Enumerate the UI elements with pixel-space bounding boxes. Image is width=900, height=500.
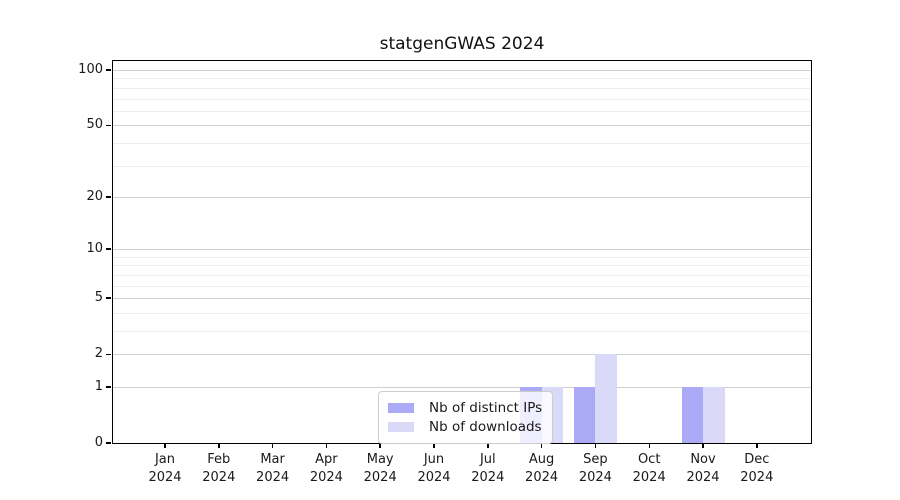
legend-label-distinct-ips: Nb of distinct IPs (429, 399, 543, 416)
gridline-minor-y-90 (113, 78, 811, 80)
x-tick-feb (218, 443, 220, 448)
legend-swatch-distinct-ips (388, 402, 414, 413)
gridline-minor-y-70 (113, 98, 811, 100)
y-tick-label-0: 0 (94, 435, 103, 451)
gridline-minor-y-6 (113, 285, 811, 287)
x-tick-label-may: May 2024 (348, 451, 412, 486)
legend-label-downloads: Nb of downloads (429, 418, 542, 435)
bar-sep-distinct-ips (573, 387, 596, 443)
y-tick-100 (106, 69, 111, 71)
gridline-major-y-50 (113, 125, 811, 127)
legend-item-downloads: Nb of downloads (388, 417, 542, 436)
gridline-minor-y-7 (113, 274, 811, 276)
legend-swatch-downloads (388, 421, 414, 432)
legend-item-distinct-ips: Nb of distinct IPs (388, 398, 542, 417)
y-tick-0 (106, 442, 111, 444)
x-tick-label-oct: Oct 2024 (617, 451, 681, 486)
plot-area: Nb of distinct IPs Nb of downloads 0 1 2 5 1… (78, 60, 812, 485)
x-label-month: Aug (528, 452, 555, 467)
legend: Nb of distinct IPs Nb of downloads (378, 391, 554, 444)
y-tick-2 (106, 353, 111, 355)
x-tick-aug (540, 443, 543, 448)
y-tick-label-2: 2 (94, 346, 103, 362)
x-tick-label-aug: Aug 2024 (510, 451, 574, 486)
gridline-minor-y-30 (113, 165, 811, 167)
x-label-month: Apr (315, 452, 338, 467)
x-tick-may (379, 443, 381, 448)
y-tick-20 (106, 196, 111, 198)
gridline-minor-y-3 (113, 331, 811, 332)
gridline-minor-y-60 (113, 110, 811, 112)
y-tick-10 (106, 248, 111, 250)
x-label-month: Jun (423, 452, 445, 467)
x-label-month: Nov (690, 452, 716, 467)
x-tick-nov (702, 443, 704, 448)
x-tick-mar (271, 443, 274, 448)
x-label-month: Feb (207, 452, 231, 467)
x-tick-dec (756, 443, 758, 448)
x-tick-label-sep: Sep 2024 (563, 451, 627, 486)
x-label-year: 2024 (256, 469, 290, 485)
x-tick-label-apr: Apr 2024 (294, 451, 358, 486)
gridline-major-y-1 (113, 387, 811, 388)
x-label-month: Sep (583, 452, 608, 467)
y-tick-label-10: 10 (86, 241, 103, 257)
x-label-year: 2024 (471, 469, 505, 485)
y-tick-5 (106, 297, 111, 299)
x-tick-jul (487, 443, 489, 448)
gridline-major-y-10 (113, 249, 811, 251)
gridline-minor-y-8 (113, 265, 811, 267)
x-label-month: Mar (260, 452, 285, 467)
bar-sep-downloads (595, 354, 617, 443)
gridline-major-y-5 (113, 298, 811, 300)
gridline-major-y-20 (113, 196, 811, 198)
y-tick-50 (106, 124, 111, 126)
gridline-minor-y-80 (113, 87, 811, 89)
y-tick-label-100: 100 (78, 62, 103, 78)
x-label-year: 2024 (578, 469, 612, 485)
y-tick-1 (106, 386, 111, 388)
x-label-month: Jan (154, 452, 176, 467)
x-tick-jun (433, 443, 435, 448)
x-tick-label-jul: Jul 2024 (456, 451, 520, 486)
y-tick-label-20: 20 (86, 189, 103, 205)
gridline-minor-y-4 (113, 312, 811, 314)
chart-title: statgenGWAS 2024 (379, 34, 545, 54)
gridline-minor-y-9 (113, 256, 811, 258)
x-label-year: 2024 (202, 469, 236, 485)
x-tick-jan (164, 443, 166, 448)
x-label-month: Jul (479, 452, 496, 467)
x-label-year: 2024 (148, 469, 182, 485)
x-label-month: Dec (744, 452, 770, 467)
gridline-major-y-100 (113, 70, 811, 71)
x-tick-label-mar: Mar 2024 (241, 451, 305, 486)
x-tick-label-jun: Jun 2024 (402, 451, 466, 486)
x-tick-label-feb: Feb 2024 (187, 451, 251, 486)
x-label-year: 2024 (632, 469, 666, 485)
x-tick-apr (325, 443, 328, 448)
y-tick-label-1: 1 (94, 379, 103, 395)
x-label-year: 2024 (417, 469, 451, 485)
bar-nov-distinct-ips (681, 387, 703, 443)
y-tick-label-50: 50 (86, 117, 103, 133)
x-tick-label-nov: Nov 2024 (671, 451, 735, 486)
x-label-year: 2024 (309, 469, 343, 485)
x-label-year: 2024 (686, 469, 720, 485)
x-tick-sep (594, 443, 597, 448)
gridline-minor-y-40 (113, 142, 811, 144)
x-label-year: 2024 (740, 469, 774, 485)
x-label-month: May (366, 452, 394, 467)
x-label-year: 2024 (363, 469, 397, 485)
x-label-month: Oct (637, 452, 661, 467)
x-tick-label-jan: Jan 2024 (133, 451, 197, 486)
x-tick-oct (648, 443, 650, 448)
gridline-major-y-2 (113, 354, 811, 356)
x-tick-label-dec: Dec 2024 (725, 451, 789, 486)
y-tick-label-5: 5 (94, 290, 103, 306)
x-label-year: 2024 (525, 469, 559, 485)
bar-nov-downloads (703, 387, 725, 443)
